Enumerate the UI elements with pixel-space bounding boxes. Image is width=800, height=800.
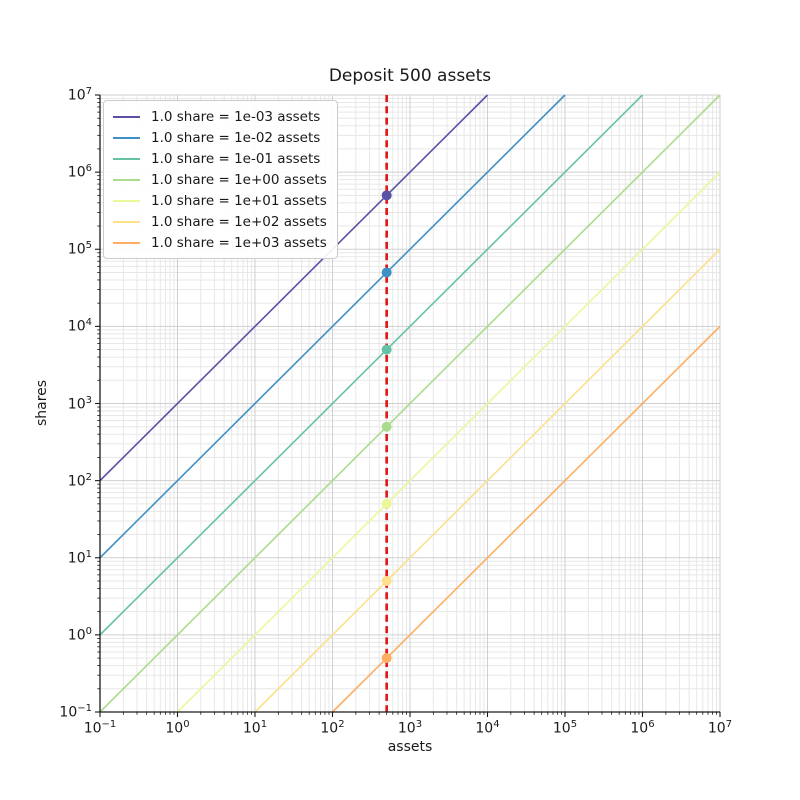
data-point	[381, 653, 392, 664]
legend-item: 1.0 share = 1e+01 assets	[113, 190, 327, 211]
x-tick-label: 102	[320, 719, 345, 737]
series-line	[99, 94, 489, 482]
data-point	[381, 267, 392, 278]
data-point	[381, 190, 392, 201]
y-tick-label: 107	[67, 86, 92, 104]
legend-line-swatch	[113, 199, 140, 202]
x-tick-label: 107	[707, 719, 733, 737]
series-line	[176, 171, 721, 713]
y-tick-label: 100	[67, 625, 92, 644]
y-tick-label: 106	[67, 163, 92, 181]
x-tick-label: 104	[475, 719, 500, 737]
y-tick-label: 102	[67, 471, 92, 490]
series-line	[254, 248, 721, 713]
y-tick-label: 10−1	[59, 703, 92, 721]
legend-item-label: 1.0 share = 1e+01 assets	[151, 192, 327, 209]
x-tick-label: 101	[242, 719, 268, 737]
series-line	[331, 325, 721, 713]
legend-item: 1.0 share = 1e-02 assets	[113, 127, 327, 148]
legend-item: 1.0 share = 1e+00 assets	[113, 169, 327, 190]
x-tick-label: 105	[552, 719, 578, 737]
legend-line-swatch	[113, 157, 140, 160]
y-tick-label: 105	[67, 240, 92, 258]
series-line	[99, 94, 566, 559]
data-point	[381, 575, 392, 586]
legend-item: 1.0 share = 1e-01 assets	[113, 148, 327, 169]
x-tick-label: 100	[165, 719, 190, 737]
y-tick-label: 103	[67, 394, 92, 413]
legend-item-label: 1.0 share = 1e-01 assets	[151, 150, 321, 167]
data-point	[381, 498, 392, 509]
legend-item-label: 1.0 share = 1e+02 assets	[151, 213, 327, 230]
y-tick-label: 104	[67, 317, 92, 336]
legend-line-swatch	[113, 136, 140, 139]
legend-item-label: 1.0 share = 1e-03 assets	[151, 108, 321, 125]
data-point	[381, 421, 392, 432]
x-tick-label: 10−1	[83, 719, 117, 737]
x-tick-label: 103	[397, 719, 423, 737]
y-tick-label: 101	[67, 548, 92, 567]
series-line	[99, 94, 721, 713]
legend-line-swatch	[113, 220, 140, 223]
legend-item: 1.0 share = 1e+02 assets	[113, 211, 327, 232]
legend-item: 1.0 share = 1e-03 assets	[113, 106, 327, 127]
legend-item-label: 1.0 share = 1e-02 assets	[151, 129, 321, 146]
legend-line-swatch	[113, 241, 140, 244]
legend-item-label: 1.0 share = 1e+00 assets	[151, 171, 327, 188]
x-tick-label: 106	[630, 719, 655, 737]
series-line	[99, 94, 644, 636]
legend: 1.0 share = 1e-03 assets 1.0 share = 1e-0…	[103, 100, 338, 259]
legend-item-label: 1.0 share = 1e+03 assets	[151, 234, 327, 251]
legend-line-swatch	[113, 178, 140, 181]
data-point	[381, 344, 392, 355]
legend-line-swatch	[113, 115, 140, 118]
legend-item: 1.0 share = 1e+03 assets	[113, 232, 327, 253]
x-axis-label: assets	[387, 739, 433, 755]
chart-title: Deposit 500 assets	[328, 66, 492, 86]
